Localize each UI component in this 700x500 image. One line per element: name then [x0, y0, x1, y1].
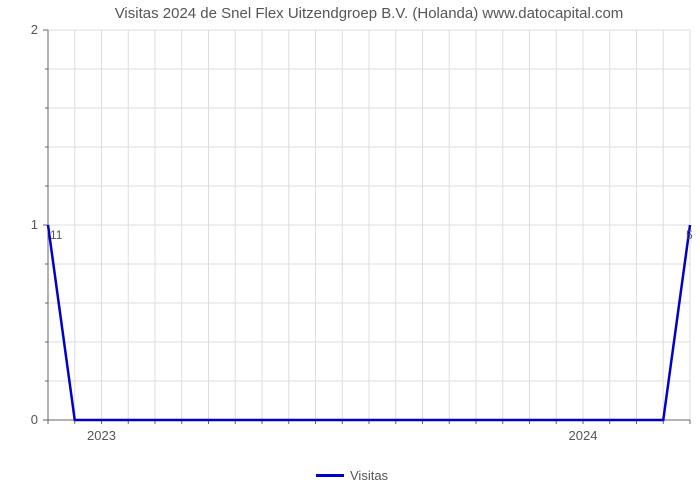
data-point-label: 5 [686, 228, 693, 242]
y-tick-label: 2 [31, 22, 38, 37]
x-tick-label: 2024 [569, 428, 598, 443]
y-tick-label: 1 [31, 217, 38, 232]
legend-swatch [316, 474, 344, 477]
y-tick-label: 0 [31, 412, 38, 427]
chart-bg [0, 0, 700, 500]
chart-title: Visitas 2024 de Snel Flex Uitzendgroep B… [115, 5, 624, 22]
legend-label: Visitas [350, 468, 389, 483]
data-point-label: 11 [50, 228, 63, 242]
x-tick-label: 2023 [87, 428, 116, 443]
visits-chart: Visitas 2024 de Snel Flex Uitzendgroep B… [0, 0, 700, 500]
